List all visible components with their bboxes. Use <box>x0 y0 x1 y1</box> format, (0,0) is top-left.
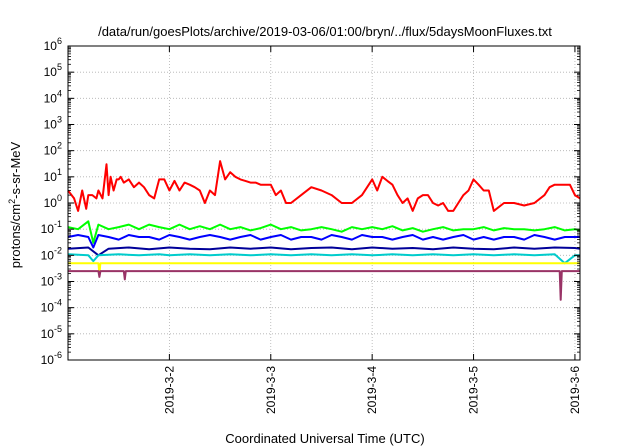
y-tick-label: 105 <box>44 62 62 79</box>
series-line-3 <box>67 234 580 249</box>
x-tick-label: 2019-3-5 <box>467 366 481 414</box>
series-line-4 <box>67 246 581 257</box>
y-tick-label: 104 <box>44 88 62 105</box>
y-tick-label: 10-5 <box>41 324 62 341</box>
x-axis-label: Coordinated Universal Time (UTC) <box>225 431 424 446</box>
y-tick-label: 103 <box>44 115 62 132</box>
x-axis: 2019-3-2 2019-3-3 2019-3-4 2019-3-5 2019-3-6 <box>162 46 582 414</box>
x-tick-label: 2019-3-2 <box>162 366 176 414</box>
y-tick-label: 10-2 <box>41 245 62 262</box>
series-line-6 <box>68 262 580 275</box>
y-tick-label: 10-1 <box>41 219 62 236</box>
y-tick-label: 106 <box>44 36 62 53</box>
series-line-7 <box>68 270 580 301</box>
x-tick-label: 2019-3-3 <box>264 366 278 414</box>
y-tick-label: 100 <box>44 193 62 210</box>
series-line-1 <box>67 160 581 212</box>
y-tick-label: 101 <box>44 167 62 184</box>
y-axis-label-sup: 2 <box>7 199 17 204</box>
y-axis-label-tail: -s-sr-MeV <box>8 141 23 198</box>
y-axis-label: protons/cm2-s-sr-MeV <box>7 141 23 268</box>
y-axis: 10-6 10-5 10-4 10-3 10-2 10-1 100 101 102 103 104 1… <box>41 36 580 367</box>
chart-title: /data/run/goesPlots/archive/2019-03-06/0… <box>98 24 552 39</box>
y-tick-label: 10-3 <box>41 272 62 289</box>
series-line-5 <box>67 253 580 265</box>
y-tick-label: 102 <box>44 141 62 158</box>
y-tick-label: 10-6 <box>41 350 62 367</box>
series-lines <box>67 160 581 301</box>
y-tick-label: 10-4 <box>41 298 62 315</box>
x-tick-label: 2019-3-4 <box>365 366 379 414</box>
series-line-2 <box>67 220 581 244</box>
y-axis-label-main: protons/cm <box>8 204 23 268</box>
x-tick-label: 2019-3-6 <box>568 366 582 414</box>
